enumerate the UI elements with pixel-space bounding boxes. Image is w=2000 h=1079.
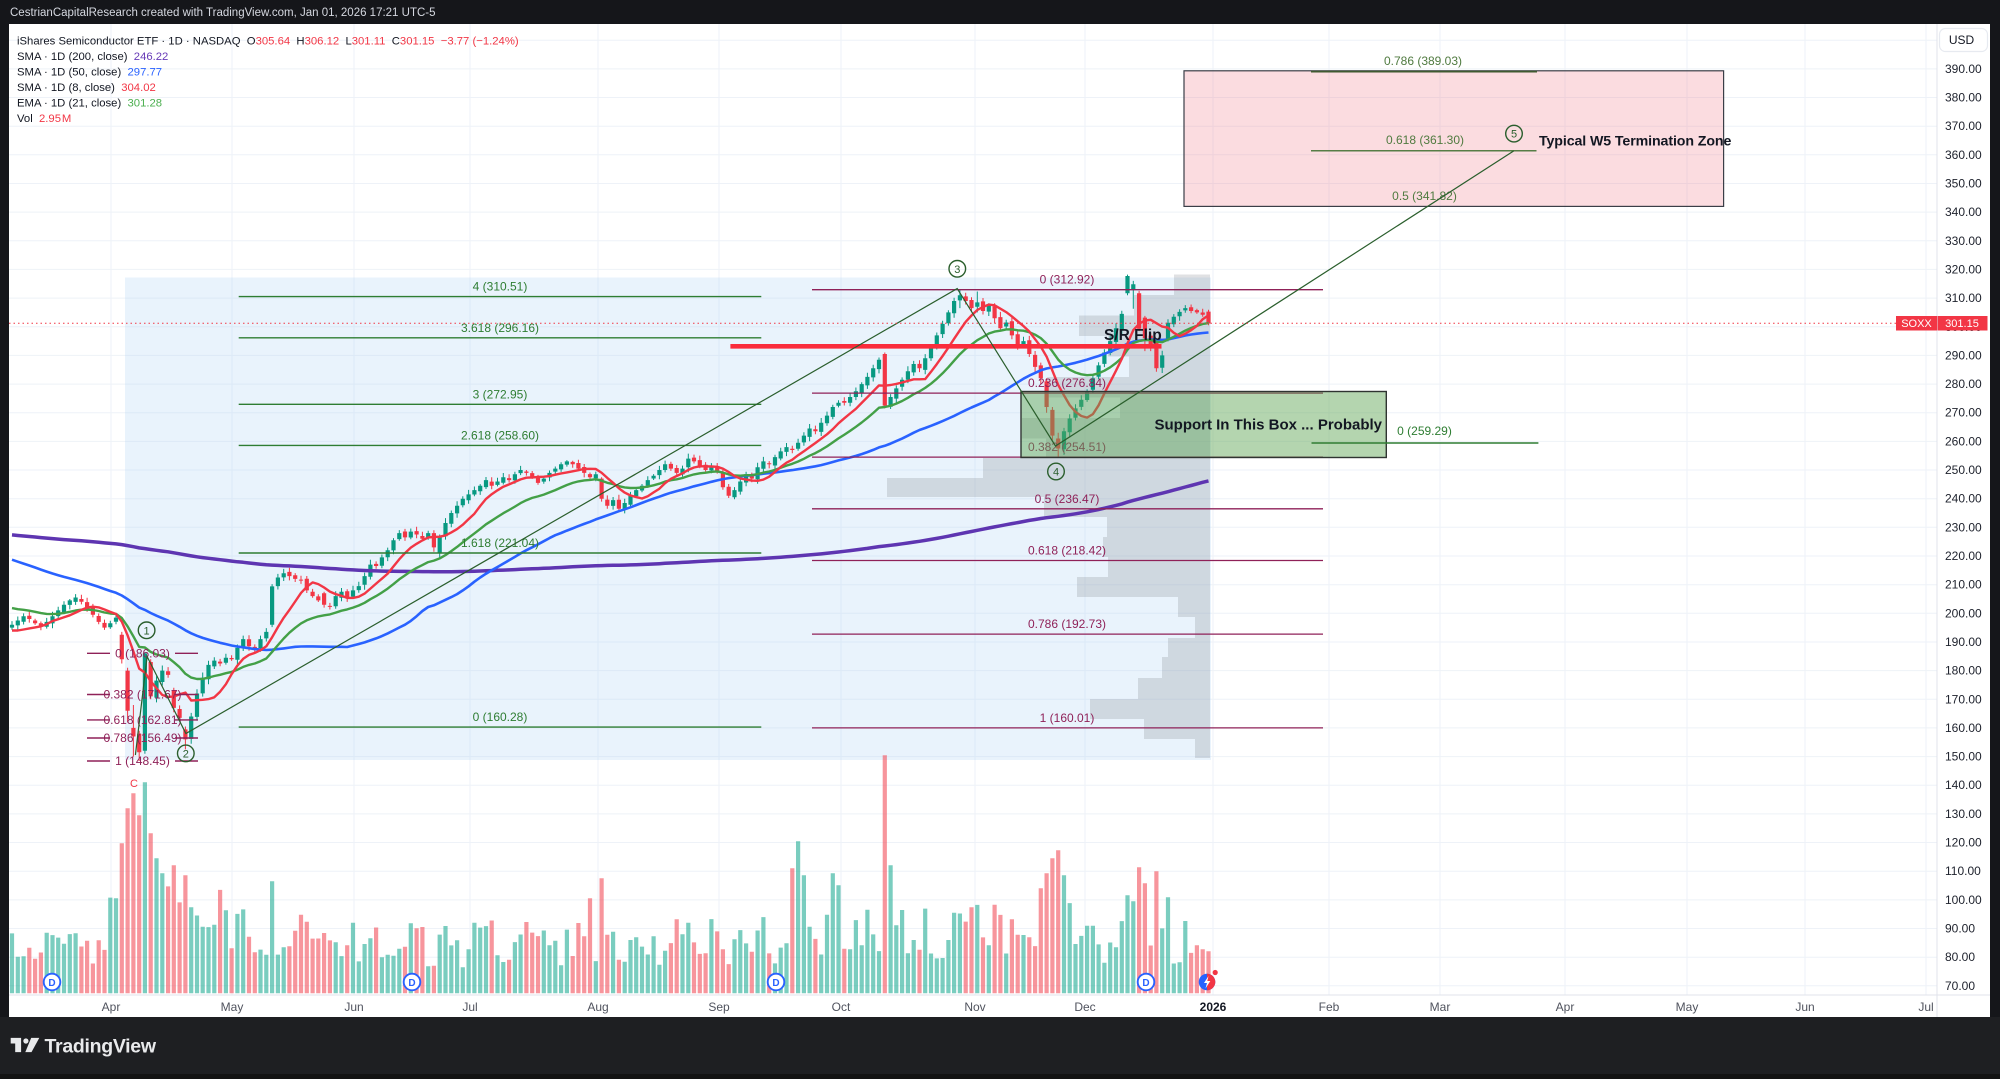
svg-text:1 (160.01): 1 (160.01) (1040, 711, 1095, 725)
svg-text:Sep: Sep (708, 1000, 730, 1014)
svg-text:D: D (408, 978, 415, 989)
svg-text:0 (160.28): 0 (160.28) (473, 710, 528, 724)
svg-text:180.00: 180.00 (1945, 664, 1982, 678)
svg-text:SMA · 1D (200, close) 246.22: SMA · 1D (200, close) 246.22 (17, 51, 168, 63)
svg-text:Support In This Box ... Probab: Support In This Box ... Probably (1154, 417, 1382, 434)
svg-text:0.786 (156.49): 0.786 (156.49) (103, 731, 181, 745)
svg-text:Aug: Aug (587, 1000, 608, 1014)
svg-text:D: D (48, 978, 55, 989)
svg-text:90.00: 90.00 (1945, 922, 1975, 936)
svg-text:2.618 (258.60): 2.618 (258.60) (461, 428, 539, 442)
svg-text:110.00: 110.00 (1945, 864, 1981, 878)
svg-text:TradingView: TradingView (45, 1036, 157, 1058)
svg-text:SMA · 1D (8, close) 304.02: SMA · 1D (8, close) 304.02 (17, 82, 156, 94)
svg-text:0.786 (192.73): 0.786 (192.73) (1028, 617, 1106, 631)
svg-text:S/R Flip: S/R Flip (1104, 327, 1162, 344)
svg-text:SOXX: SOXX (1901, 318, 1932, 330)
svg-text:Dec: Dec (1074, 1000, 1095, 1014)
svg-text:100.00: 100.00 (1945, 893, 1982, 907)
svg-text:190.00: 190.00 (1945, 635, 1982, 649)
svg-text:310.00: 310.00 (1945, 291, 1982, 305)
svg-text:CestrianCapitalResearch create: CestrianCapitalResearch created with Tra… (10, 7, 436, 19)
svg-text:iShares Semiconductor ETF · 1D: iShares Semiconductor ETF · 1D · NASDAQ … (17, 36, 519, 48)
svg-text:340.00: 340.00 (1945, 205, 1982, 219)
svg-text:5: 5 (1511, 129, 1517, 141)
svg-text:Feb: Feb (1319, 1000, 1340, 1014)
svg-text:C: C (130, 778, 138, 790)
svg-text:May: May (1676, 1000, 1699, 1014)
svg-text:0.618 (361.30): 0.618 (361.30) (1386, 133, 1464, 147)
svg-text:3: 3 (954, 264, 960, 276)
svg-text:0.618 (162.81): 0.618 (162.81) (103, 713, 181, 727)
svg-text:320.00: 320.00 (1945, 262, 1982, 276)
svg-text:130.00: 130.00 (1945, 807, 1982, 821)
svg-text:390.00: 390.00 (1945, 62, 1982, 76)
svg-text:2026: 2026 (1200, 1000, 1227, 1014)
svg-text:160.00: 160.00 (1945, 721, 1982, 735)
svg-text:SMA · 1D (50, close) 297.77: SMA · 1D (50, close) 297.77 (17, 67, 162, 79)
svg-text:1.618 (221.04): 1.618 (221.04) (461, 536, 539, 550)
svg-text:260.00: 260.00 (1945, 434, 1982, 448)
svg-text:70.00: 70.00 (1945, 979, 1975, 993)
svg-text:0.786 (389.03): 0.786 (389.03) (1384, 54, 1462, 68)
svg-text:0 (186.03): 0 (186.03) (115, 646, 170, 660)
svg-text:Mar: Mar (1430, 1000, 1451, 1014)
svg-text:290.00: 290.00 (1945, 348, 1982, 362)
svg-text:120.00: 120.00 (1945, 836, 1982, 850)
svg-text:D: D (1142, 978, 1149, 989)
svg-text:80.00: 80.00 (1945, 950, 1975, 964)
svg-text:250.00: 250.00 (1945, 463, 1982, 477)
svg-text:360.00: 360.00 (1945, 148, 1982, 162)
svg-text:0 (259.29): 0 (259.29) (1397, 424, 1452, 438)
svg-text:350.00: 350.00 (1945, 177, 1982, 191)
svg-text:150.00: 150.00 (1945, 750, 1982, 764)
svg-text:4 (310.51): 4 (310.51) (473, 280, 528, 294)
svg-text:380.00: 380.00 (1945, 91, 1982, 105)
svg-text:0.382 (254.51): 0.382 (254.51) (1028, 440, 1106, 454)
svg-text:170.00: 170.00 (1945, 692, 1982, 706)
svg-text:Vol 2.95 M: Vol 2.95 M (17, 113, 71, 125)
svg-text:EMA · 1D (21, close) 301.28: EMA · 1D (21, close) 301.28 (17, 98, 162, 110)
svg-text:3.618 (296.16): 3.618 (296.16) (461, 321, 539, 335)
svg-text:Typical W5 Termination Zone: Typical W5 Termination Zone (1539, 134, 1731, 150)
svg-text:210.00: 210.00 (1945, 578, 1982, 592)
svg-text:230.00: 230.00 (1945, 520, 1982, 534)
svg-text:0.618 (218.42): 0.618 (218.42) (1028, 544, 1106, 558)
svg-text:280.00: 280.00 (1945, 377, 1982, 391)
svg-text:200.00: 200.00 (1945, 606, 1982, 620)
svg-text:370.00: 370.00 (1945, 119, 1982, 133)
svg-text:Jun: Jun (344, 1000, 363, 1014)
svg-text:301.15: 301.15 (1945, 318, 1979, 330)
svg-text:Jul: Jul (462, 1000, 477, 1014)
svg-text:240.00: 240.00 (1945, 492, 1982, 506)
svg-text:0 (312.92): 0 (312.92) (1040, 273, 1095, 287)
svg-text:330.00: 330.00 (1945, 234, 1982, 248)
svg-text:4: 4 (1053, 467, 1059, 479)
svg-text:1: 1 (144, 625, 150, 637)
svg-text:0.5 (236.47): 0.5 (236.47) (1035, 492, 1100, 506)
svg-text:Apr: Apr (1556, 1000, 1575, 1014)
svg-text:Apr: Apr (102, 1000, 121, 1014)
svg-text:Oct: Oct (832, 1000, 851, 1014)
svg-text:3 (272.95): 3 (272.95) (473, 387, 528, 401)
svg-text:Nov: Nov (964, 1000, 985, 1014)
svg-text:Jun: Jun (1795, 1000, 1814, 1014)
svg-text:1 (148.45): 1 (148.45) (115, 754, 170, 768)
svg-text:May: May (221, 1000, 244, 1014)
svg-text:0.5 (341.82): 0.5 (341.82) (1392, 189, 1457, 203)
svg-text:Jul: Jul (1918, 1000, 1933, 1014)
svg-text:220.00: 220.00 (1945, 549, 1982, 563)
svg-text:140.00: 140.00 (1945, 778, 1982, 792)
svg-text:0.236 (276.84): 0.236 (276.84) (1028, 376, 1106, 390)
svg-text:2: 2 (183, 748, 189, 760)
svg-text:USD: USD (1949, 33, 1975, 47)
svg-text:D: D (772, 978, 779, 989)
svg-text:270.00: 270.00 (1945, 406, 1982, 420)
